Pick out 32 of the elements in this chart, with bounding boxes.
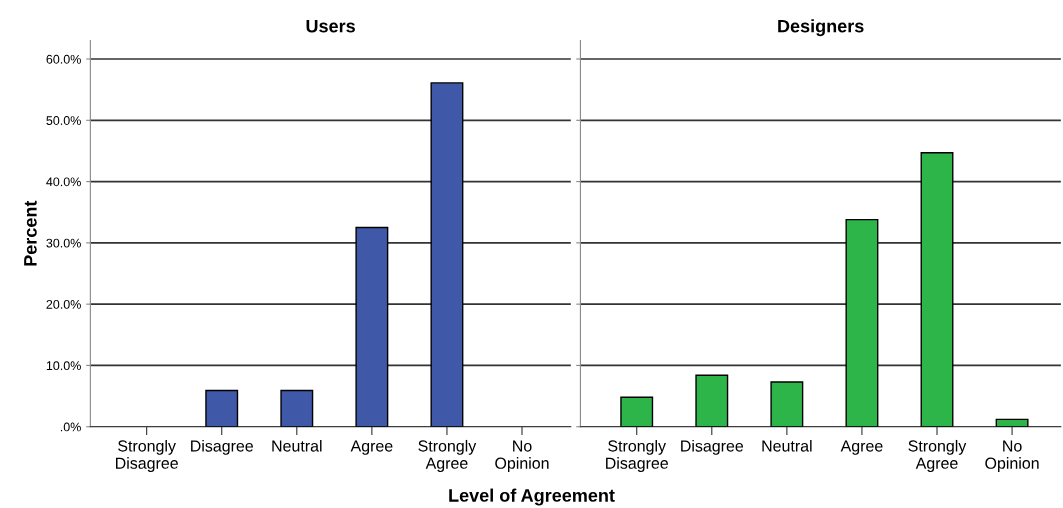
bar [845, 218, 879, 427]
y-tick-label: 20.0% [46, 299, 81, 309]
x-tick-label: No Opinion [985, 440, 1039, 473]
bar [770, 381, 804, 427]
x-tick-label: Strongly Agree [908, 439, 967, 473]
x-tick-label: Strongly Disagree [606, 439, 668, 473]
bar [920, 152, 954, 427]
bar [280, 389, 314, 427]
bar [205, 389, 239, 427]
chart-title: Users [306, 19, 355, 33]
x-tick-label: Disagree [681, 439, 744, 455]
x-tick-label: Agree [350, 440, 393, 455]
bar [620, 396, 654, 427]
y-tick-label: 40.0% [46, 177, 81, 187]
x-tick-label: Neutral [762, 439, 812, 452]
y-axis-title: Percent [24, 200, 37, 266]
x-tick-label: Agree [840, 440, 883, 455]
x-tick-label: Strongly Agree [418, 439, 477, 473]
x-tick-label: No Opinion [495, 440, 549, 473]
y-tick-label: 30.0% [46, 238, 81, 248]
x-axis-title: Level of Agreement [449, 488, 615, 506]
bar [430, 82, 464, 427]
y-tick-label: .0% [60, 422, 81, 432]
y-tick-label: 50.0% [46, 116, 81, 125]
y-tick-label: 60.0% [46, 54, 81, 64]
x-tick-label: Neutral [272, 439, 322, 452]
x-tick-label: Disagree [191, 439, 253, 455]
bar [355, 226, 389, 427]
bar [695, 374, 729, 427]
chart-title: Designers [778, 19, 864, 37]
x-tick-label: Strongly Disagree [116, 439, 178, 473]
y-tick-label: 10.0% [46, 361, 81, 371]
